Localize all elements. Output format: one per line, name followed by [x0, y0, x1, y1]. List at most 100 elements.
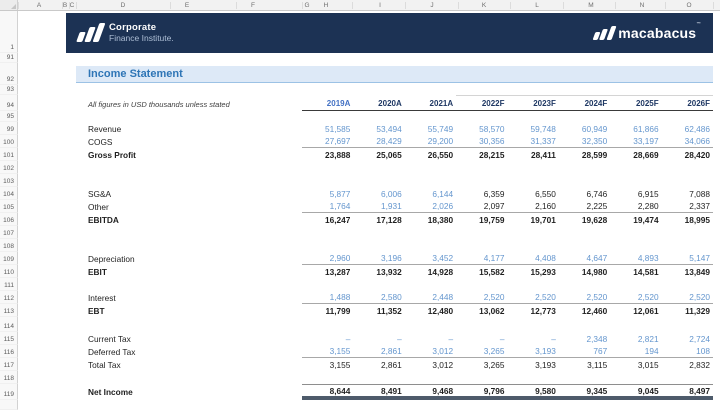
value-cell[interactable]: 2,724: [689, 333, 710, 344]
value-cell[interactable]: 12,460: [581, 305, 608, 316]
value-cell[interactable]: 14,581: [633, 266, 659, 277]
value-cell[interactable]: 3,265: [483, 346, 505, 356]
value-cell[interactable]: 3,155: [329, 359, 351, 370]
value-cell[interactable]: 6,746: [586, 188, 608, 199]
value-cell[interactable]: 19,759: [479, 214, 505, 225]
value-cell[interactable]: 11,329: [685, 305, 710, 316]
value-cell[interactable]: 2,448: [432, 292, 454, 302]
column-letter-I[interactable]: I: [379, 1, 381, 9]
column-letter-H[interactable]: H: [323, 1, 329, 9]
row-number-none[interactable]: [0, 400, 18, 410]
value-cell[interactable]: 8,644: [329, 385, 351, 396]
value-cell[interactable]: 28,420: [684, 149, 710, 160]
value-cell[interactable]: 27,697: [324, 136, 351, 146]
column-letter-D[interactable]: D: [120, 1, 126, 9]
row-number-118[interactable]: 118: [0, 371, 18, 384]
value-cell[interactable]: 194: [644, 346, 659, 356]
value-cell[interactable]: 28,669: [633, 149, 659, 160]
value-cell[interactable]: 28,429: [376, 136, 402, 146]
row-label[interactable]: Interest: [88, 292, 116, 303]
row-number-116[interactable]: 116: [0, 345, 18, 358]
row-number-105[interactable]: 105: [0, 200, 18, 213]
column-letter-M[interactable]: M: [588, 1, 594, 9]
value-cell[interactable]: 15,293: [530, 266, 556, 277]
value-cell[interactable]: 1,931: [380, 201, 402, 211]
value-cell[interactable]: 11,799: [325, 305, 351, 316]
value-cell[interactable]: 19,474: [633, 214, 659, 225]
value-cell[interactable]: 18,380: [427, 214, 454, 225]
value-cell[interactable]: 53,494: [376, 123, 402, 134]
value-cell[interactable]: 2,348: [586, 333, 608, 344]
row-number-108[interactable]: 108: [0, 239, 18, 252]
value-cell[interactable]: 2,861: [380, 346, 402, 356]
row-number-92[interactable]: 92: [0, 63, 18, 85]
sheet-title-cell[interactable]: Income Statement: [76, 66, 713, 83]
row-number-114[interactable]: 114: [0, 317, 18, 332]
row-label[interactable]: EBT: [88, 305, 105, 316]
row-label[interactable]: Gross Profit: [88, 149, 136, 160]
value-cell[interactable]: 15,582: [479, 266, 505, 277]
column-letter-L[interactable]: L: [535, 1, 539, 9]
value-cell[interactable]: 3,196: [380, 253, 402, 263]
year-header-2021A[interactable]: 2021A: [404, 95, 457, 111]
value-cell[interactable]: –: [499, 333, 505, 344]
row-number-1[interactable]: 1: [0, 11, 18, 53]
row-number-115[interactable]: 115: [0, 332, 18, 345]
row-label[interactable]: EBIT: [88, 266, 107, 277]
value-cell[interactable]: 30,356: [479, 136, 505, 146]
value-cell[interactable]: 2,580: [380, 292, 402, 302]
value-cell[interactable]: 17,128: [376, 214, 402, 225]
value-cell[interactable]: 29,200: [427, 136, 454, 146]
value-cell[interactable]: 3,012: [432, 346, 454, 356]
value-cell[interactable]: 58,570: [479, 123, 505, 134]
value-cell[interactable]: 2,861: [380, 359, 402, 370]
value-cell[interactable]: 3,265: [483, 359, 505, 370]
value-cell[interactable]: 12,773: [530, 305, 556, 316]
value-cell[interactable]: 33,197: [633, 136, 659, 146]
value-cell[interactable]: 2,520: [483, 292, 505, 302]
value-cell[interactable]: 9,468: [432, 385, 454, 396]
value-cell[interactable]: 2,520: [689, 292, 710, 302]
value-cell[interactable]: 4,177: [483, 253, 505, 263]
value-cell[interactable]: 59,748: [530, 123, 556, 134]
value-cell[interactable]: 55,749: [427, 123, 454, 134]
row-label[interactable]: Total Tax: [88, 359, 121, 370]
value-cell[interactable]: 19,701: [530, 214, 556, 225]
row-number-109[interactable]: 109: [0, 252, 18, 265]
value-cell[interactable]: 28,215: [479, 149, 505, 160]
value-cell[interactable]: 28,599: [581, 149, 608, 160]
value-cell[interactable]: 16,247: [324, 214, 351, 225]
row-number-112[interactable]: 112: [0, 291, 18, 304]
value-cell[interactable]: –: [345, 333, 351, 344]
value-cell[interactable]: 9,045: [637, 385, 659, 396]
column-letter-A[interactable]: A: [36, 1, 42, 9]
value-cell[interactable]: 6,144: [432, 188, 454, 199]
row-number-111[interactable]: 111: [0, 278, 18, 291]
row-number-117[interactable]: 117: [0, 358, 18, 371]
year-header-2026F[interactable]: 2026F: [661, 95, 713, 111]
units-note[interactable]: All figures in USD thousands unless stat…: [88, 100, 230, 109]
value-cell[interactable]: 3,193: [535, 359, 556, 370]
row-label[interactable]: COGS: [88, 136, 113, 147]
row-number-94[interactable]: 94: [0, 95, 18, 111]
value-cell[interactable]: 1,488: [329, 292, 351, 302]
row-number-95[interactable]: 95: [0, 111, 18, 122]
value-cell[interactable]: 12,480: [427, 305, 454, 316]
value-cell[interactable]: 3,012: [432, 359, 454, 370]
row-label[interactable]: Current Tax: [88, 333, 131, 344]
value-cell[interactable]: 13,062: [479, 305, 505, 316]
row-number-103[interactable]: 103: [0, 174, 18, 187]
row-label[interactable]: SG&A: [88, 188, 112, 199]
row-number-101[interactable]: 101: [0, 148, 18, 161]
value-cell[interactable]: 2,520: [535, 292, 556, 302]
value-cell[interactable]: 13,287: [324, 266, 351, 277]
column-letter-K[interactable]: K: [481, 1, 487, 9]
value-cell[interactable]: 3,155: [329, 346, 351, 356]
value-cell[interactable]: 13,932: [376, 266, 402, 277]
value-cell[interactable]: 6,006: [380, 188, 402, 199]
row-number-100[interactable]: 100: [0, 135, 18, 148]
value-cell[interactable]: 12,061: [633, 305, 659, 316]
select-all-corner[interactable]: [0, 0, 18, 10]
value-cell[interactable]: –: [448, 333, 454, 344]
value-cell[interactable]: 2,160: [535, 201, 556, 211]
